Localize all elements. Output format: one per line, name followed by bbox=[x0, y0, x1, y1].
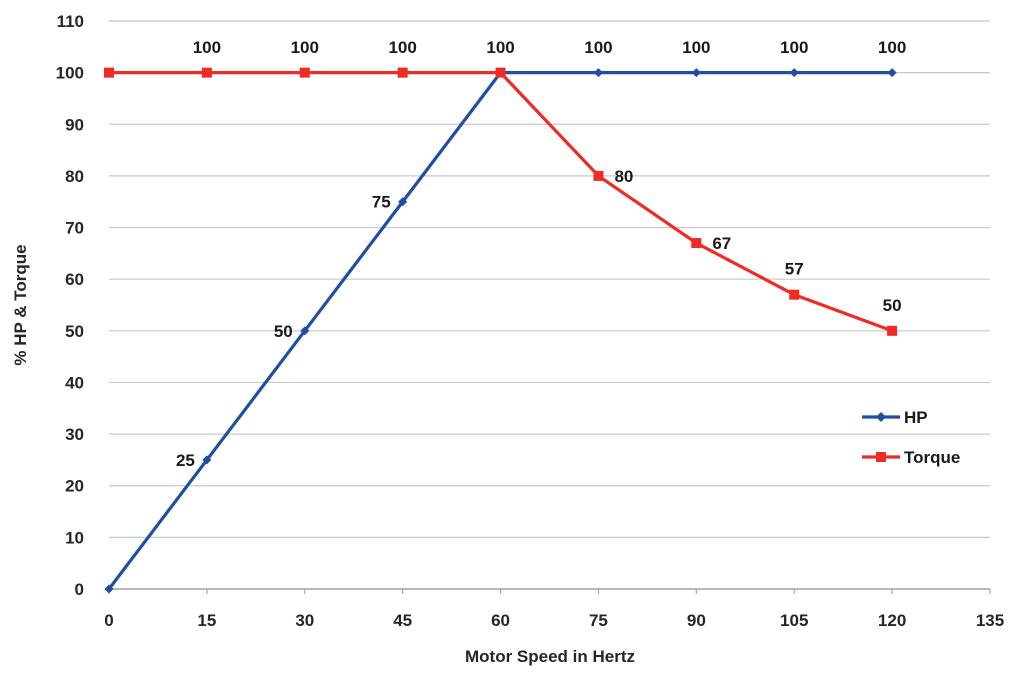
legend-label-torque: Torque bbox=[904, 448, 960, 467]
y-tick-label: 80 bbox=[65, 167, 84, 186]
torque-data-label: 67 bbox=[712, 234, 731, 253]
torque-point bbox=[299, 67, 310, 78]
torque-point bbox=[201, 67, 212, 78]
y-tick-label: 10 bbox=[65, 528, 84, 547]
axes: 0 10 20 30 40 50 60 70 80 90 100 110 0 15 30 45 60 75 90 10… bbox=[56, 12, 1005, 630]
torque-point bbox=[789, 289, 800, 300]
torque-point bbox=[397, 67, 408, 78]
y-tick-label: 30 bbox=[65, 425, 84, 444]
y-tick-label: 110 bbox=[57, 12, 84, 31]
hp-point bbox=[202, 455, 212, 465]
x-tick-label: 105 bbox=[780, 611, 808, 630]
torque-data-label: 57 bbox=[785, 260, 804, 279]
torque-point bbox=[495, 67, 506, 78]
y-tick-label: 100 bbox=[56, 64, 84, 83]
hp-data-label: 50 bbox=[274, 322, 293, 341]
y-tick-label: 40 bbox=[65, 373, 84, 392]
x-axis-title: Motor Speed in Hertz bbox=[465, 647, 635, 666]
top-data-label: 100 bbox=[388, 38, 416, 57]
legend: HP Torque bbox=[862, 408, 960, 467]
x-tick-label: 30 bbox=[295, 611, 314, 630]
x-tick-label: 90 bbox=[687, 611, 706, 630]
x-tick-label: 60 bbox=[491, 611, 510, 630]
series bbox=[104, 67, 898, 594]
legend-marker-square bbox=[876, 452, 886, 462]
y-tick-label: 70 bbox=[65, 219, 84, 238]
x-tick-label: 135 bbox=[976, 611, 1004, 630]
series-line-torque bbox=[109, 71, 893, 333]
y-axis-title: % HP & Torque bbox=[11, 244, 30, 365]
hp-point bbox=[398, 197, 408, 207]
grid bbox=[109, 20, 990, 590]
hp-point bbox=[300, 326, 310, 336]
top-data-label: 100 bbox=[780, 38, 808, 57]
x-tick-label: 75 bbox=[589, 611, 608, 630]
y-tick-label: 0 bbox=[75, 580, 84, 599]
x-tick-label: 45 bbox=[393, 611, 412, 630]
top-data-label: 100 bbox=[584, 38, 612, 57]
hp-point bbox=[593, 68, 603, 78]
hp-point bbox=[104, 584, 114, 594]
legend-marker-diamond bbox=[876, 412, 886, 422]
hp-point bbox=[887, 68, 897, 78]
torque-point bbox=[887, 325, 898, 336]
x-tick-label: 120 bbox=[878, 611, 906, 630]
torque-point bbox=[691, 238, 702, 249]
top-data-label: 100 bbox=[878, 38, 906, 57]
x-tick-label: 15 bbox=[197, 611, 216, 630]
torque-data-label: 80 bbox=[614, 167, 633, 186]
x-tick-label: 0 bbox=[104, 611, 113, 630]
hp-data-label: 25 bbox=[176, 451, 195, 470]
data-labels: 25 50 75 80 67 57 50 100 100 100 100 100 100 100 100 bbox=[176, 38, 906, 470]
y-tick-label: 60 bbox=[65, 270, 84, 289]
y-tick-label: 20 bbox=[65, 477, 84, 496]
y-tick-label: 50 bbox=[65, 322, 84, 341]
top-data-label: 100 bbox=[291, 38, 319, 57]
top-data-label: 100 bbox=[682, 38, 710, 57]
torque-point bbox=[593, 170, 604, 181]
y-tick-label: 90 bbox=[65, 115, 84, 134]
torque-point bbox=[104, 67, 114, 78]
hp-point bbox=[789, 68, 799, 78]
top-data-label: 100 bbox=[193, 38, 221, 57]
legend-label-hp: HP bbox=[904, 408, 928, 427]
hp-point bbox=[691, 68, 701, 78]
hp-data-label: 75 bbox=[372, 193, 391, 212]
torque-data-label: 50 bbox=[883, 296, 902, 315]
top-data-label: 100 bbox=[486, 38, 514, 57]
